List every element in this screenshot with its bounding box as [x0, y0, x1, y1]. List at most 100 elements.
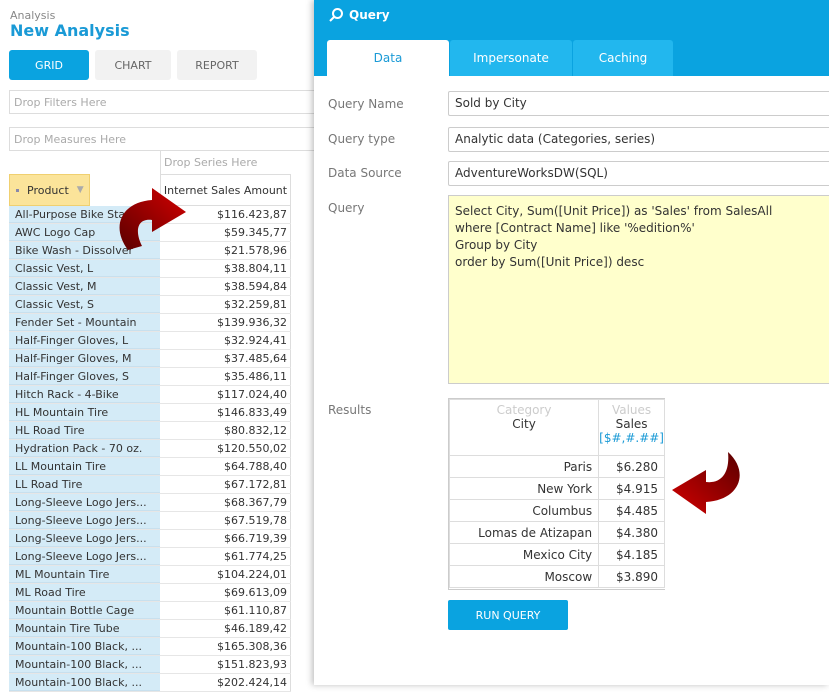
table-row: ML Mountain Tire $104.224,01 [9, 566, 291, 584]
grid-rows: All-Purpose Bike Stand $116.423,87 AWC Log… [9, 206, 291, 692]
table-row: Half-Finger Gloves, S $35.486,11 [9, 368, 291, 386]
product-cell[interactable]: Long-Sleeve Logo Jers... [9, 494, 160, 511]
table-row: Half-Finger Gloves, L $32.924,41 [9, 332, 291, 350]
amount-cell: $68.367,79 [160, 494, 291, 511]
result-row: Lomas de Atizapan $4.380 [448, 521, 665, 544]
product-cell[interactable]: Long-Sleeve Logo Jers... [9, 548, 160, 565]
amount-cell: $32.259,81 [160, 296, 291, 313]
product-cell[interactable]: Bike Wash - Dissolver [9, 242, 160, 259]
product-cell[interactable]: Hitch Rack - 4-Bike [9, 386, 160, 403]
product-cell[interactable]: Classic Vest, S [9, 296, 160, 313]
drop-measures-zone[interactable]: Drop Measures Here [9, 127, 329, 151]
amount-cell: $67.519,78 [160, 512, 291, 529]
table-row: Bike Wash - Dissolver $21.578,96 [9, 242, 291, 260]
product-cell[interactable]: Fender Set - Mountain [9, 314, 160, 331]
search-icon [329, 8, 343, 22]
product-cell[interactable]: Hydration Pack - 70 oz. [9, 440, 160, 457]
product-cell[interactable]: ML Road Tire [9, 584, 160, 601]
amount-cell: $35.486,11 [160, 368, 291, 385]
product-cell[interactable]: ML Mountain Tire [9, 566, 160, 583]
drop-filters-zone[interactable]: Drop Filters Here [9, 90, 329, 114]
city-cell: Lomas de Atizapan [448, 521, 600, 544]
query-name-input[interactable]: Sold by City [448, 91, 829, 116]
query-label: Query [328, 201, 365, 215]
grid-view-button[interactable]: GRID [9, 50, 89, 80]
chevron-down-icon[interactable]: ▼ [76, 185, 84, 195]
drop-series-zone[interactable]: Drop Series Here [160, 150, 330, 174]
sales-cell: $4.185 [598, 543, 665, 566]
table-row: Classic Vest, M $38.594,84 [9, 278, 291, 296]
product-field-header[interactable]: Product ▼ [9, 174, 90, 206]
report-view-button[interactable]: REPORT [177, 50, 257, 80]
city-cell: Columbus [448, 499, 600, 522]
page-title: New Analysis [10, 21, 130, 40]
table-row: Half-Finger Gloves, M $37.485,64 [9, 350, 291, 368]
category-caption: Category [496, 403, 552, 417]
table-row: Mountain Tire Tube $46.189,42 [9, 620, 291, 638]
amount-cell: $67.172,81 [160, 476, 291, 493]
product-cell[interactable]: Classic Vest, L [9, 260, 160, 277]
city-cell: Moscow [448, 565, 600, 588]
table-row: Long-Sleeve Logo Jers... $67.519,78 [9, 512, 291, 530]
table-row: Hitch Rack - 4-Bike $117.024,40 [9, 386, 291, 404]
amount-cell: $59.345,77 [160, 224, 291, 241]
table-row: HL Road Tire $80.832,12 [9, 422, 291, 440]
sales-cell: $3.890 [598, 565, 665, 588]
table-row: LL Road Tire $67.172,81 [9, 476, 291, 494]
values-caption: Values [611, 403, 652, 417]
result-row: Mexico City $4.185 [448, 543, 665, 566]
amount-cell: $38.594,84 [160, 278, 291, 295]
result-row: Moscow $3.890 [448, 565, 665, 588]
product-cell[interactable]: Half-Finger Gloves, S [9, 368, 160, 385]
table-row: Mountain-100 Black, ... $151.823,93 [9, 656, 291, 674]
amount-cell: $46.189,42 [160, 620, 291, 637]
amount-cell: $61.774,25 [160, 548, 291, 565]
tab-caching[interactable]: Caching [573, 40, 673, 76]
product-cell[interactable]: Mountain-100 Black, ... [9, 656, 160, 673]
product-cell[interactable]: HL Road Tire [9, 422, 160, 439]
product-cell[interactable]: LL Mountain Tire [9, 458, 160, 475]
product-cell[interactable]: Half-Finger Gloves, M [9, 350, 160, 367]
product-cell[interactable]: Classic Vest, M [9, 278, 160, 295]
table-row: Classic Vest, L $38.804,11 [9, 260, 291, 278]
results-label: Results [328, 403, 372, 417]
query-panel: Query Data Impersonate Caching Query Nam… [314, 0, 829, 685]
data-source-select[interactable]: AdventureWorksDW(SQL) [448, 161, 829, 186]
table-row: LL Mountain Tire $64.788,40 [9, 458, 291, 476]
sales-cell: $4.485 [598, 499, 665, 522]
tab-data[interactable]: Data [327, 40, 449, 76]
product-cell[interactable]: Mountain-100 Black, ... [9, 638, 160, 655]
product-label: Product [27, 183, 69, 197]
category-header: City [512, 417, 536, 431]
chart-view-button[interactable]: CHART [95, 50, 171, 80]
query-textarea[interactable]: Select City, Sum([Unit Price]) as 'Sales… [448, 195, 829, 384]
panel-header: Query Data Impersonate Caching [314, 0, 829, 76]
breadcrumb[interactable]: Analysis [10, 9, 56, 22]
amount-cell: $38.804,11 [160, 260, 291, 277]
format-link[interactable]: [$#,#.##] [599, 431, 664, 445]
product-cell[interactable]: Mountain Tire Tube [9, 620, 160, 637]
city-cell: New York [448, 477, 600, 500]
run-query-button[interactable]: RUN QUERY [448, 600, 568, 630]
product-cell[interactable]: Long-Sleeve Logo Jers... [9, 530, 160, 547]
table-row: Long-Sleeve Logo Jers... $68.367,79 [9, 494, 291, 512]
amount-cell: $69.613,09 [160, 584, 291, 601]
tab-impersonate[interactable]: Impersonate [450, 40, 572, 76]
product-cell[interactable]: Mountain Bottle Cage [9, 602, 160, 619]
analysis-view: Analysis New Analysis GRID CHART REPORT … [0, 0, 330, 692]
panel-title: Query [349, 8, 390, 22]
product-cell[interactable]: HL Mountain Tire [9, 404, 160, 421]
product-cell[interactable]: LL Road Tire [9, 476, 160, 493]
query-type-select[interactable]: Analytic data (Categories, series) [448, 127, 829, 152]
table-row: HL Mountain Tire $146.833,49 [9, 404, 291, 422]
amount-cell: $61.110,87 [160, 602, 291, 619]
table-row: ML Road Tire $69.613,09 [9, 584, 291, 602]
product-cell[interactable]: Long-Sleeve Logo Jers... [9, 512, 160, 529]
result-row: New York $4.915 [448, 477, 665, 500]
product-cell[interactable]: Half-Finger Gloves, L [9, 332, 160, 349]
measure-header[interactable]: Internet Sales Amount [160, 174, 291, 206]
table-row: Classic Vest, S $32.259,81 [9, 296, 291, 314]
product-cell[interactable]: Mountain-100 Black, ... [9, 674, 160, 691]
table-row: Long-Sleeve Logo Jers... $61.774,25 [9, 548, 291, 566]
sales-cell: $4.380 [598, 521, 665, 544]
